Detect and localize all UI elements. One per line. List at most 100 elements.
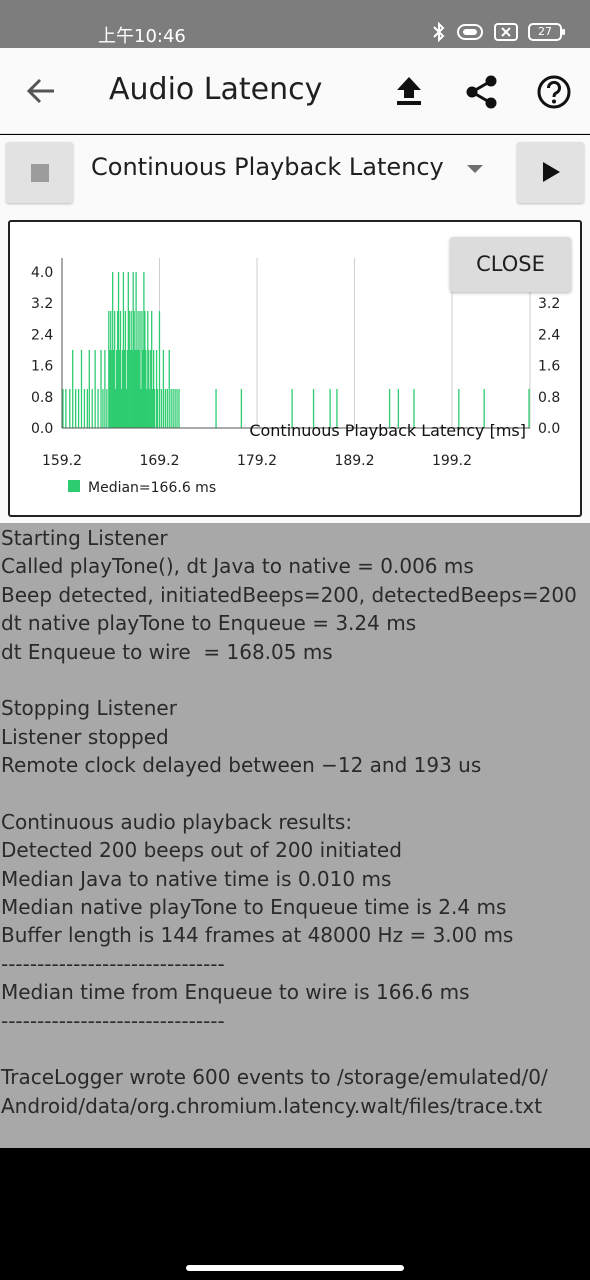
chart-bar: [120, 389, 123, 428]
chart-bar: [91, 389, 93, 428]
y-tick-label: 3.2: [31, 296, 53, 312]
log-line: TraceLogger wrote 600 events to /storage…: [1, 1065, 548, 1090]
chart-bar: [140, 389, 142, 428]
chart-bar: [126, 350, 128, 428]
log-line: Continuous audio playback results:: [1, 809, 353, 834]
chart-bar: [141, 311, 143, 428]
x-tick-label: 199.2: [432, 453, 472, 469]
log-line: Buffer length is 144 frames at 48000 Hz …: [1, 923, 514, 948]
y-tick-label: 0.0: [31, 421, 53, 437]
chart-bar: [139, 311, 141, 428]
chart-bar: [133, 311, 135, 428]
dropdown-arrow-icon[interactable]: [467, 165, 483, 173]
mode-select[interactable]: Continuous Playback Latency: [91, 153, 444, 181]
bluetooth-icon: [433, 22, 445, 42]
navigation-handle[interactable]: [186, 1265, 404, 1271]
status-bar: 上午10:46 27: [0, 0, 590, 48]
log-line: Median Java to native time is 0.010 ms: [1, 866, 392, 891]
chart-bar: [240, 389, 243, 428]
chart-bar: [136, 350, 138, 428]
no-sim-icon: [494, 23, 518, 41]
help-icon[interactable]: [536, 74, 572, 110]
log-line: Android/data/org.chromium.latency.walt/f…: [1, 1093, 543, 1118]
x-tick-label: 179.2: [237, 453, 277, 469]
battery-icon: 27: [528, 23, 565, 41]
controls-panel: Continuous Playback Latency 0.0 0.8 1.6 2.4…: [0, 135, 590, 525]
share-icon[interactable]: [464, 74, 500, 110]
close-button[interactable]: CLOSE: [450, 237, 571, 292]
y-tick-label: 4.0: [31, 265, 53, 281]
chart-bar: [128, 311, 130, 428]
chart-bar: [100, 350, 102, 428]
chart-bar: [117, 272, 120, 428]
y-tick-label: 0.8: [31, 390, 53, 406]
stop-button[interactable]: [6, 142, 73, 203]
chart-bar: [413, 389, 415, 428]
back-arrow-icon[interactable]: [24, 74, 58, 108]
chart-bar: [62, 389, 64, 428]
chart-bar: [65, 389, 67, 428]
x-tick-label: 169.2: [139, 453, 179, 469]
chart-bar: [111, 350, 113, 428]
chart-bar: [291, 389, 293, 428]
chart-bar: [106, 389, 108, 428]
chart-bar: [528, 389, 530, 428]
legend-swatch: [68, 480, 80, 492]
log-line: dt native playTone to Enqueue = 3.24 ms: [1, 611, 417, 636]
x-tick-label: 159.2: [42, 453, 82, 469]
chart-bar: [86, 389, 88, 428]
chart-bar: [123, 350, 126, 428]
y-tick-label-right: 1.6: [538, 359, 560, 375]
chart-bar: [170, 389, 172, 428]
chart-bar: [122, 272, 125, 428]
chart-bar: [114, 311, 116, 428]
chart-bar: [146, 389, 148, 428]
chart-bar: [174, 389, 176, 428]
chart-bar: [75, 389, 77, 428]
chart-bar: [145, 350, 147, 428]
chart-bar: [144, 311, 146, 428]
chart-bar: [110, 311, 112, 428]
chart-bar: [397, 389, 400, 428]
chart-bar: [135, 272, 137, 428]
chart-bar: [148, 350, 150, 428]
chart-plot: 0.0 0.8 1.6 2.4 3.2 4.0 0.0 0.8 1.6 2.4 3.2 159.2 16…: [31, 258, 560, 496]
chart-bar: [109, 350, 111, 428]
y-tick-label-right: 0.0: [538, 421, 560, 437]
legend-label: Median=166.6 ms: [88, 480, 216, 496]
chart-bar: [458, 389, 460, 428]
vibrate-icon: [457, 24, 483, 40]
latency-chart: 0.0 0.8 1.6 2.4 3.2 4.0 0.0 0.8 1.6 2.4 3.2 159.2 16…: [8, 220, 582, 517]
chart-bar: [80, 350, 83, 428]
chart-bar: [160, 389, 163, 428]
chart-bar: [129, 350, 131, 428]
chart-bar: [72, 350, 74, 428]
upload-icon[interactable]: [392, 74, 426, 108]
log-line: Median time from Enqueue to wire is 166.…: [1, 980, 470, 1005]
chart-bar: [121, 350, 124, 428]
chart-bar: [132, 272, 134, 428]
log-line: -------------------------------: [1, 1008, 225, 1033]
log-line: Stopping Listener: [1, 696, 177, 721]
chart-bar: [97, 389, 99, 428]
chart-bar: [112, 272, 114, 428]
y-tick-label: 1.6: [31, 359, 53, 375]
chart-bar: [156, 389, 159, 428]
chart-bar: [149, 389, 151, 428]
chart-bar: [150, 350, 152, 428]
log-line: Median native playTone to Enqueue time i…: [1, 895, 507, 920]
battery-level: 27: [538, 25, 552, 38]
chart-bar: [312, 389, 315, 428]
chart-bar: [119, 311, 122, 428]
chart-bar: [178, 389, 180, 428]
chart-bar: [336, 389, 338, 428]
chart-bar: [142, 350, 144, 428]
y-tick-label: 2.4: [31, 327, 53, 343]
page-title: Audio Latency: [109, 72, 323, 107]
chart-bar: [138, 350, 140, 428]
chart-bar: [113, 350, 115, 428]
play-button[interactable]: [517, 142, 584, 203]
chart-bar: [483, 389, 485, 428]
chart-bar: [108, 311, 110, 428]
y-tick-label-right: 2.4: [538, 327, 560, 343]
